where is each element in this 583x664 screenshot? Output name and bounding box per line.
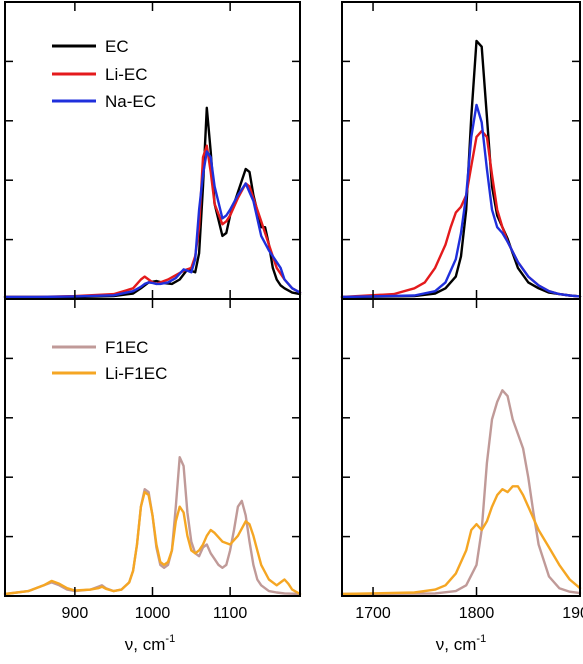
series-f1ec-line <box>340 389 582 596</box>
x-axis-label-right: ν, cm-1 <box>436 633 486 654</box>
legend-label-li-f1ec: Li-F1EC <box>105 364 167 383</box>
series-li-ec-line <box>3 144 302 299</box>
legend-label-ec: EC <box>105 37 129 56</box>
panel-bottom-right: 1700 1800 1900 ν, cm-1 <box>340 298 583 654</box>
legend-bottom-left: F1EC Li-F1EC <box>52 338 167 383</box>
x-axis-label-left: ν, cm-1 <box>125 633 175 654</box>
series-na-ec-line <box>340 103 582 299</box>
legend-label-f1ec: F1EC <box>105 338 148 357</box>
x-tick-label: 1800 <box>459 605 495 622</box>
series-li-f1ec-line <box>340 485 582 596</box>
panel-bottom-left: 900 1000 1100 F1EC Li-F1EC ν, cm-1 <box>3 298 302 654</box>
series-f1ec-line <box>3 456 302 596</box>
curves-top-left <box>3 106 302 299</box>
series-li-f1ec-line <box>3 490 302 596</box>
x-tick-label: 1900 <box>562 605 583 622</box>
panel-frame-bottom-right <box>341 298 581 597</box>
series-ec-line <box>340 39 582 299</box>
x-tick-label: 1700 <box>355 605 391 622</box>
x-tick-label: 900 <box>62 605 89 622</box>
legend-label-li-ec: Li-EC <box>105 65 148 84</box>
curves-bottom-right <box>340 389 582 596</box>
panel-top-left: EC Li-EC Na-EC <box>3 1 302 300</box>
curves-bottom-left <box>3 456 302 596</box>
curves-top-right <box>340 39 582 299</box>
x-tick-label: 1100 <box>213 605 248 622</box>
series-na-ec-line <box>3 150 302 299</box>
legend-label-na-ec: Na-EC <box>105 92 156 111</box>
legend-top-left: EC Li-EC Na-EC <box>52 37 156 111</box>
x-tick-label: 1000 <box>135 605 171 622</box>
